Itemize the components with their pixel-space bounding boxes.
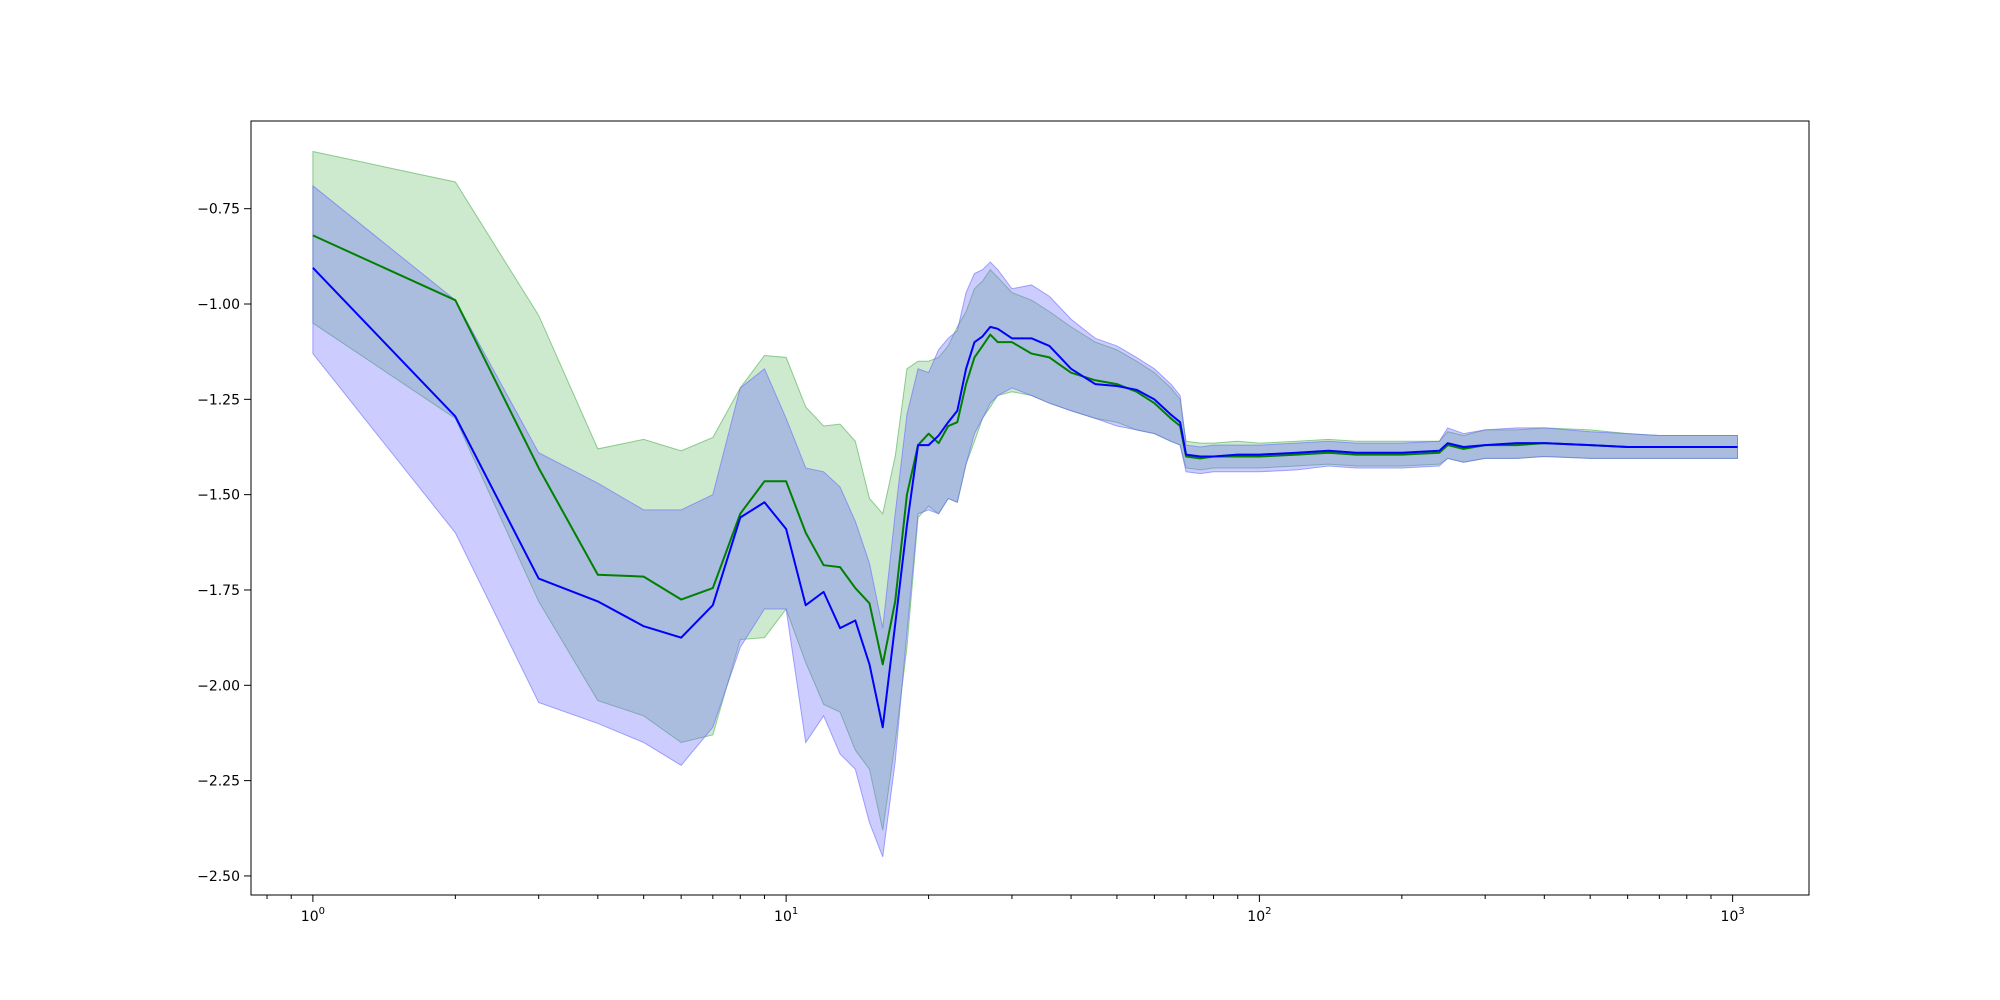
x-tick-label: 100	[301, 906, 325, 925]
y-axis: −0.75 −1.00 −1.25 −1.50 −1.75 −2.00 −2.25 −2.50	[197, 202, 251, 885]
confidence-bands	[312, 150, 1739, 858]
x-tick-label: 103	[1721, 906, 1745, 925]
series-lines	[312, 234, 1738, 729]
y-tick-label: −1.50	[197, 488, 240, 504]
y-tick-label: −2.50	[197, 869, 240, 885]
series-2-line	[312, 267, 1738, 729]
y-tick-label: −1.25	[197, 392, 240, 408]
series-2-band	[312, 184, 1739, 858]
x-tick-label: 101	[774, 906, 798, 925]
y-tick-label: −2.25	[197, 774, 240, 790]
y-tick-label: −1.00	[197, 297, 240, 313]
x-axis: 100 101 102 103	[266, 895, 1745, 925]
plot-frame	[250, 120, 1810, 896]
y-tick-label: −0.75	[197, 202, 240, 218]
y-tick-label: −2.00	[197, 678, 240, 694]
y-tick-label: −1.75	[197, 583, 240, 599]
x-tick-label: 102	[1247, 906, 1271, 925]
series-1-line	[312, 234, 1738, 666]
